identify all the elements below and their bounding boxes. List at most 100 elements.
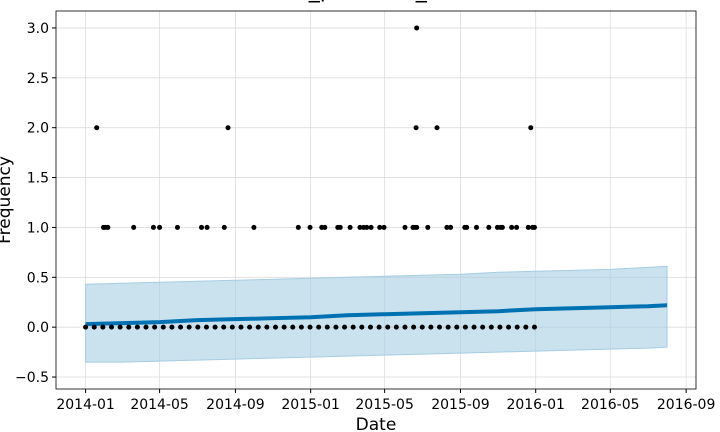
data-point: [225, 125, 231, 131]
data-point: [531, 224, 537, 230]
data-point: [444, 224, 450, 230]
x-tick-label: 2015-09: [431, 397, 490, 413]
x-tick-label: 2015-01: [281, 397, 340, 413]
data-point: [462, 324, 468, 330]
data-point: [281, 324, 287, 330]
x-tick-label: 2016-09: [657, 397, 716, 413]
x-tick-label: 2016-05: [581, 397, 640, 413]
data-point: [212, 324, 218, 330]
data-point: [377, 224, 383, 230]
y-tick-label: −0.5: [15, 370, 49, 386]
data-point: [298, 324, 304, 330]
data-point: [364, 224, 370, 230]
data-point: [203, 324, 209, 330]
data-point: [316, 324, 322, 330]
data-point: [411, 324, 417, 330]
y-tick-label: 0.5: [27, 270, 49, 286]
data-point: [437, 324, 443, 330]
data-point: [91, 324, 97, 330]
y-axis-label: Frequency: [0, 156, 15, 244]
data-point: [229, 324, 235, 330]
data-point: [414, 25, 420, 31]
data-point: [471, 324, 477, 330]
data-point: [247, 324, 253, 330]
data-point: [251, 224, 257, 230]
data-point: [402, 224, 408, 230]
data-point: [357, 224, 363, 230]
y-tick-label: 0.0: [27, 320, 49, 336]
data-point: [152, 324, 158, 330]
data-point: [307, 324, 313, 330]
data-point: [531, 324, 537, 330]
y-tick-label: 1.0: [27, 220, 49, 236]
data-point: [264, 324, 270, 330]
data-point: [169, 324, 175, 330]
data-point: [131, 224, 137, 230]
data-point: [528, 125, 534, 131]
data-point: [333, 324, 339, 330]
chart-title: finished_products_Predicted: [222, 0, 530, 3]
data-point: [157, 224, 163, 230]
data-point: [525, 224, 531, 230]
data-point: [195, 324, 201, 330]
data-point: [126, 324, 132, 330]
data-point: [509, 224, 515, 230]
data-point: [419, 324, 425, 330]
data-point: [497, 324, 503, 330]
data-point: [414, 224, 420, 230]
data-point: [506, 324, 512, 330]
data-point: [514, 224, 520, 230]
data-point: [204, 224, 210, 230]
data-point: [454, 324, 460, 330]
plot-frame: [55, 10, 697, 390]
data-point: [393, 324, 399, 330]
data-point: [134, 324, 140, 330]
y-tick-label: 2.0: [27, 121, 49, 137]
x-axis-label: Date: [356, 415, 397, 432]
y-tick-label: 1.5: [27, 171, 49, 187]
data-point: [448, 224, 454, 230]
data-point: [160, 324, 166, 330]
data-point: [445, 324, 451, 330]
data-point: [499, 224, 505, 230]
data-point: [272, 324, 278, 330]
data-point: [514, 324, 520, 330]
data-point: [367, 324, 373, 330]
data-point: [434, 125, 440, 131]
data-point: [255, 324, 261, 330]
data-point: [324, 324, 330, 330]
data-point: [83, 324, 89, 330]
data-point: [117, 324, 123, 330]
data-point: [100, 324, 106, 330]
data-point: [186, 324, 192, 330]
data-point: [108, 324, 114, 330]
y-tick-label: 2.5: [27, 71, 49, 87]
x-tick-label: 2014-09: [206, 397, 265, 413]
data-point: [150, 224, 156, 230]
data-point: [337, 224, 343, 230]
data-point: [221, 224, 227, 230]
data-point: [347, 224, 353, 230]
data-point: [94, 125, 100, 131]
data-point: [221, 324, 227, 330]
data-point: [474, 224, 480, 230]
forecast-line: [85, 303, 668, 327]
data-point: [480, 324, 486, 330]
data-point: [425, 224, 431, 230]
data-point: [307, 224, 313, 230]
data-point: [105, 224, 111, 230]
data-point: [486, 224, 492, 230]
x-tick-label: 2015-05: [355, 397, 414, 413]
y-tick-label: 3.0: [27, 21, 49, 37]
data-point: [290, 324, 296, 330]
data-point: [376, 324, 382, 330]
data-point: [295, 224, 301, 230]
data-point: [523, 324, 529, 330]
data-point: [381, 224, 387, 230]
data-point: [385, 324, 391, 330]
data-point: [199, 224, 205, 230]
data-point: [238, 324, 244, 330]
data-point: [359, 324, 365, 330]
data-point: [178, 324, 184, 330]
